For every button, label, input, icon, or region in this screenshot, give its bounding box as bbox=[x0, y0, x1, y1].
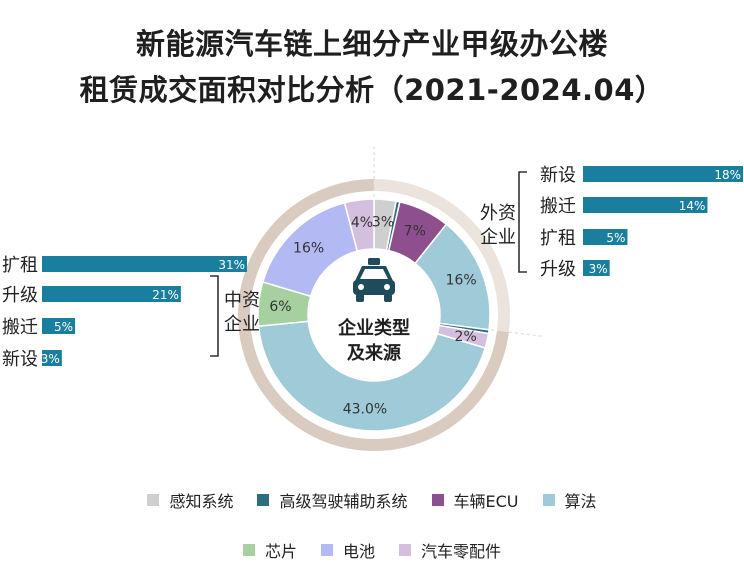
bar-value-label: 18% bbox=[714, 168, 741, 182]
legend-item: 芯片 bbox=[242, 538, 297, 562]
bar bbox=[583, 260, 610, 276]
legend-label: 感知系统 bbox=[169, 492, 234, 511]
legend-row-1: 感知系统 高级驾驶辅助系统 车辆ECU 算法 bbox=[0, 488, 744, 512]
legend-label: 高级驾驶辅助系统 bbox=[279, 492, 408, 511]
bar-value-label: 21% bbox=[152, 288, 179, 302]
bar bbox=[42, 256, 247, 272]
domestic-bars: 31% 扩租 21% 升级 5% 搬迁3%新设 bbox=[2, 255, 247, 370]
domestic-group-label-2: 企业 bbox=[224, 314, 260, 335]
bar-category-label: 搬迁 bbox=[2, 317, 38, 338]
legend-item: 感知系统 bbox=[147, 488, 233, 512]
legend-label: 汽车零配件 bbox=[421, 542, 502, 561]
donut-slices bbox=[257, 198, 491, 432]
domestic-bracket bbox=[210, 275, 219, 357]
legend-swatch bbox=[320, 544, 333, 556]
bar bbox=[583, 166, 743, 182]
domestic-group-label-1: 中资 bbox=[224, 290, 260, 311]
bar bbox=[583, 197, 708, 213]
legend-swatch bbox=[399, 544, 411, 556]
legend-item: 高级驾驶辅助系统 bbox=[257, 488, 408, 512]
bar-value-label: 5% bbox=[606, 231, 625, 245]
slice-label: 2% bbox=[455, 329, 477, 345]
legend-row-2: 芯片 电池 汽车零配件 bbox=[0, 538, 744, 562]
slice-label: 7% bbox=[404, 223, 426, 239]
outer-ring bbox=[238, 145, 543, 451]
bar-category-label: 搬迁 bbox=[540, 196, 576, 217]
foreign-group-label-1: 外资 bbox=[480, 203, 516, 224]
bar-value-label: 3% bbox=[41, 352, 60, 366]
legend-item: 车辆ECU bbox=[431, 488, 519, 512]
legend-swatch bbox=[147, 494, 160, 506]
slice-label: 43.0% bbox=[343, 402, 387, 418]
slice-label: 16% bbox=[293, 240, 324, 256]
foreign-bars: 18% 新设 14% 搬迁 5% 扩租 3% 升级 bbox=[540, 165, 743, 280]
bar bbox=[583, 229, 628, 245]
bar-category-label: 新设 bbox=[540, 165, 576, 186]
slice-label: 6% bbox=[269, 299, 291, 315]
slice-label: 3% bbox=[372, 214, 394, 230]
bar-value-label: 31% bbox=[218, 258, 245, 272]
chart-title-line2: 租赁成交面积对比分析（2021-2024.04） bbox=[79, 73, 665, 107]
legend-swatch bbox=[542, 494, 555, 506]
legend-label: 芯片 bbox=[264, 542, 297, 561]
bar-category-label: 新设 bbox=[2, 349, 38, 370]
bar bbox=[42, 318, 76, 334]
slice-label: 4% bbox=[351, 215, 373, 231]
legend-label: 算法 bbox=[564, 492, 597, 511]
legend-item: 电池 bbox=[320, 538, 375, 562]
legend-swatch bbox=[431, 494, 444, 506]
donut-slice bbox=[257, 320, 487, 432]
bar-value-label: 3% bbox=[589, 262, 608, 276]
outer-ring-foreign bbox=[374, 178, 510, 333]
taxi-icon bbox=[353, 258, 395, 302]
bar-category-label: 升级 bbox=[2, 285, 38, 306]
bar-value-label: 14% bbox=[679, 199, 706, 213]
legend-swatch bbox=[257, 494, 270, 506]
chart-title-line1: 新能源汽车链上细分产业甲级办公楼 bbox=[135, 27, 608, 61]
slice-labels: 3% 7% 16% 2% 43.0% 6% 16% 4% bbox=[269, 214, 476, 417]
legend-item: 汽车零配件 bbox=[399, 538, 501, 562]
bar-category-label: 升级 bbox=[540, 259, 576, 280]
legend-label: 电池 bbox=[342, 542, 375, 561]
bar bbox=[42, 350, 62, 366]
bar-category-label: 扩租 bbox=[540, 228, 576, 249]
center-label-2: 及来源 bbox=[347, 342, 401, 364]
center-label-1: 企业类型 bbox=[337, 317, 410, 339]
foreign-group-label-2: 企业 bbox=[480, 227, 516, 248]
group-divider bbox=[485, 328, 543, 337]
bar-category-label: 扩租 bbox=[2, 255, 38, 276]
bar bbox=[42, 286, 181, 302]
foreign-bracket bbox=[518, 171, 527, 273]
bar-value-label: 5% bbox=[54, 320, 73, 334]
legend-label: 车辆ECU bbox=[453, 492, 519, 511]
slice-label: 16% bbox=[446, 273, 477, 289]
legend-swatch bbox=[242, 544, 255, 556]
legend-item: 算法 bbox=[542, 488, 597, 512]
donut-slice bbox=[343, 198, 375, 253]
